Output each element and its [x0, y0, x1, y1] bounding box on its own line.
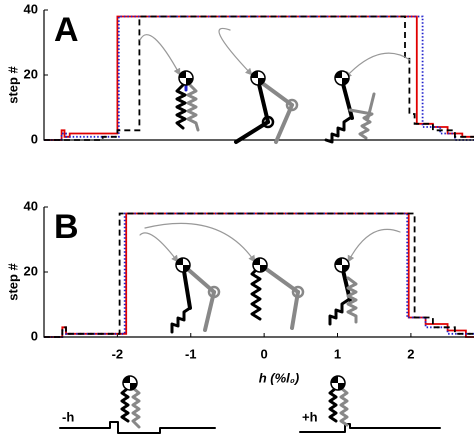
axes	[43, 207, 474, 338]
y-tick-label: 0	[31, 131, 38, 146]
x-tick-label: 1	[334, 346, 341, 361]
y-tick-label: 40	[24, 1, 38, 16]
y-tick-label: 40	[24, 198, 38, 213]
step-line	[44, 212, 474, 338]
x-axis-label: h (%l₀)	[259, 370, 300, 385]
x-tick-label: -1	[185, 346, 197, 361]
step-line	[44, 15, 474, 141]
y-tick-label: 20	[24, 66, 38, 81]
annotation: +h	[302, 409, 318, 424]
x-tick-label: 2	[407, 346, 414, 361]
y-axis-label: step #	[5, 65, 20, 103]
illustrations	[59, 28, 441, 434]
y-tick-label: 20	[24, 263, 38, 278]
step-line	[44, 15, 474, 141]
step-line	[44, 15, 474, 141]
x-tick-label: 0	[261, 346, 268, 361]
annotation: -h	[62, 409, 74, 424]
y-axis-label: step #	[5, 262, 20, 300]
y-tick-label: 0	[31, 328, 38, 343]
x-tick-label: -2	[112, 346, 124, 361]
panel-label: B	[54, 208, 79, 246]
panel-label: A	[54, 11, 79, 49]
